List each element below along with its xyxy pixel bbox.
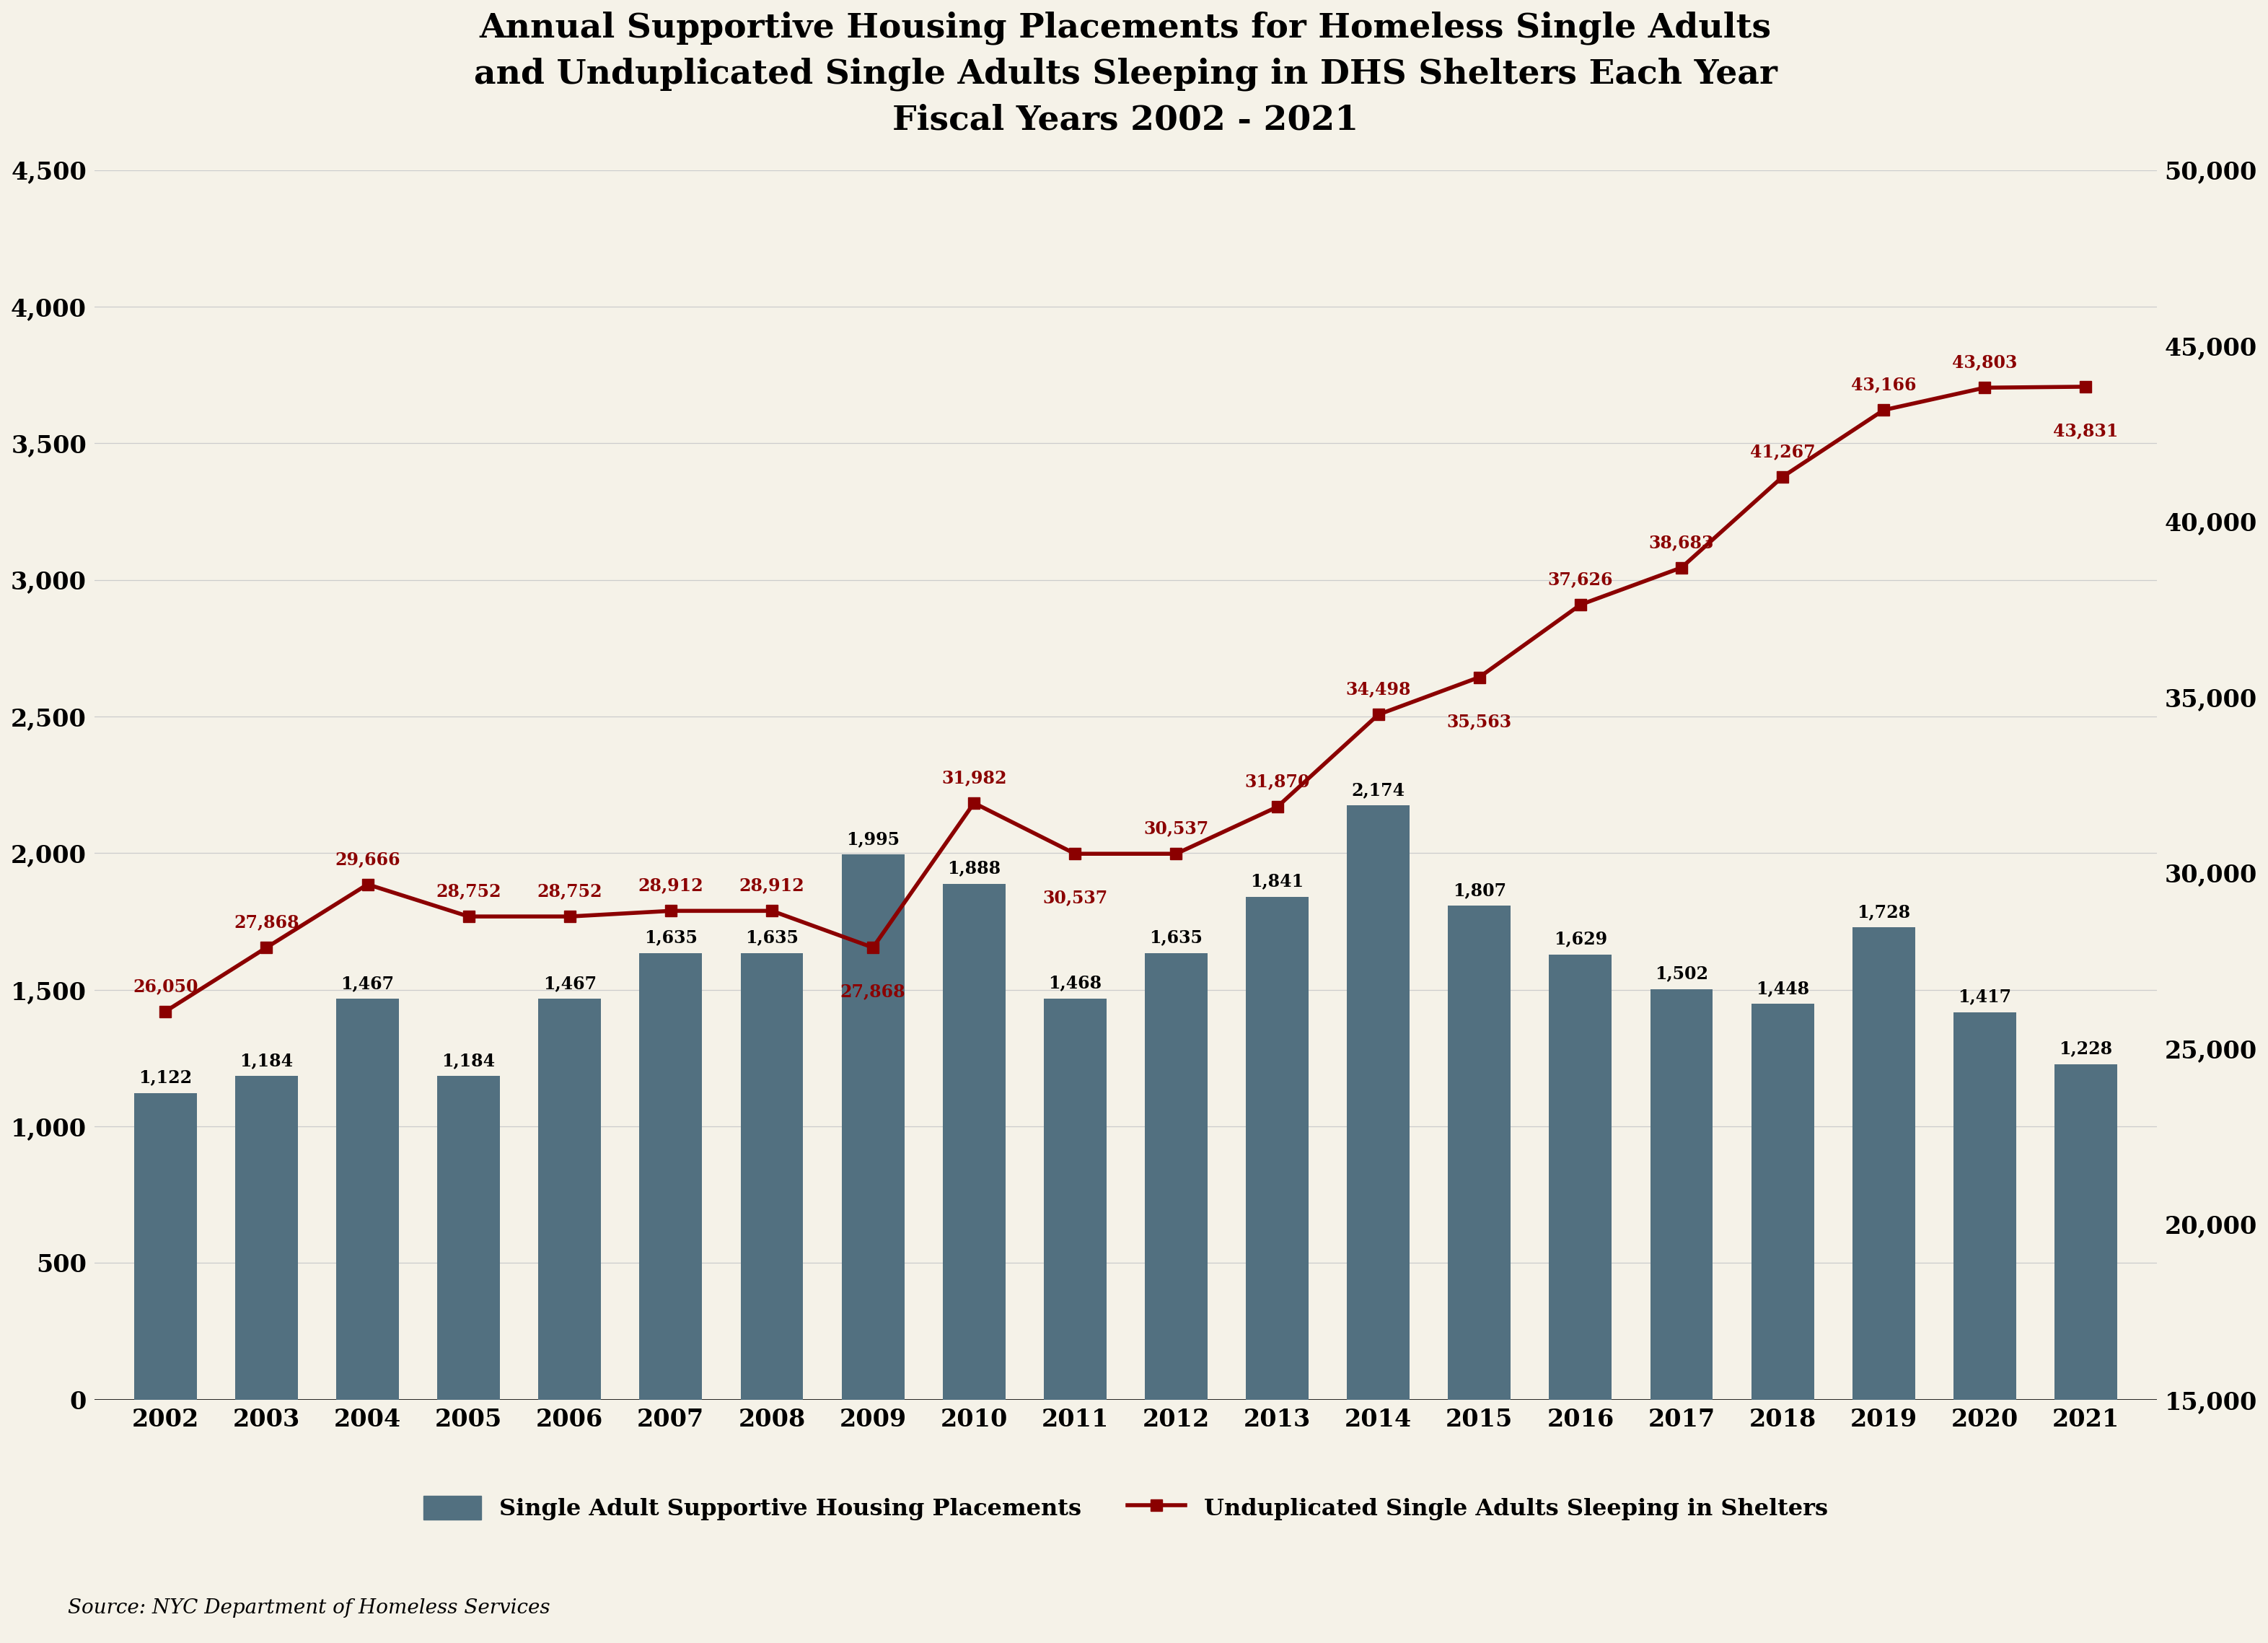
Legend: Single Adult Supportive Housing Placements, Unduplicated Single Adults Sleeping : Single Adult Supportive Housing Placemen…	[415, 1487, 1837, 1530]
Text: 27,868: 27,868	[839, 983, 905, 1001]
Text: 1,888: 1,888	[948, 859, 1000, 877]
Bar	[1043, 999, 1107, 1400]
Title: Annual Supportive Housing Placements for Homeless Single Adults
and Unduplicated: Annual Supportive Housing Placements for…	[474, 12, 1778, 136]
Bar	[1953, 1012, 2016, 1400]
Bar	[438, 1076, 499, 1400]
Text: 1,448: 1,448	[1755, 979, 1810, 997]
Text: 1,468: 1,468	[1048, 974, 1102, 992]
Bar	[538, 999, 601, 1400]
Text: 1,728: 1,728	[1857, 904, 1910, 920]
Text: 35,563: 35,563	[1447, 713, 1513, 729]
Bar	[1549, 955, 1613, 1400]
Text: 28,912: 28,912	[637, 877, 703, 894]
Text: 28,752: 28,752	[538, 882, 603, 900]
Text: 27,868: 27,868	[234, 914, 299, 932]
Bar	[1651, 989, 1712, 1400]
Text: 1,635: 1,635	[746, 928, 798, 946]
Text: 28,752: 28,752	[435, 882, 501, 900]
Text: 31,982: 31,982	[941, 769, 1007, 787]
Text: Source: NYC Department of Homeless Services: Source: NYC Department of Homeless Servi…	[68, 1599, 551, 1618]
Text: 31,870: 31,870	[1245, 774, 1311, 790]
Text: 43,803: 43,803	[1953, 353, 2016, 371]
Bar	[1751, 1004, 1814, 1400]
Bar	[943, 884, 1005, 1400]
Bar	[236, 1076, 297, 1400]
Text: 26,050: 26,050	[134, 978, 197, 996]
Text: 1,629: 1,629	[1554, 930, 1608, 948]
Text: 1,467: 1,467	[542, 974, 596, 992]
Text: 34,498: 34,498	[1345, 680, 1411, 698]
Text: 2,174: 2,174	[1352, 782, 1406, 798]
Text: 30,537: 30,537	[1143, 820, 1209, 838]
Bar	[1447, 905, 1510, 1400]
Text: 1,467: 1,467	[340, 974, 395, 992]
Text: 41,267: 41,267	[1751, 444, 1814, 460]
Bar	[134, 1093, 197, 1400]
Text: 1,502: 1,502	[1656, 964, 1708, 983]
Text: 30,537: 30,537	[1043, 889, 1107, 907]
Text: 1,184: 1,184	[442, 1052, 494, 1070]
Text: 28,912: 28,912	[739, 877, 805, 894]
Bar	[1347, 805, 1411, 1400]
Bar	[640, 953, 703, 1400]
Text: 1,635: 1,635	[1150, 928, 1202, 946]
Text: 1,228: 1,228	[2059, 1040, 2112, 1056]
Text: 29,666: 29,666	[336, 851, 399, 868]
Text: 1,841: 1,841	[1250, 872, 1304, 891]
Bar	[742, 953, 803, 1400]
Text: 43,166: 43,166	[1851, 376, 1916, 394]
Bar	[1145, 953, 1207, 1400]
Bar	[841, 854, 905, 1400]
Bar	[336, 999, 399, 1400]
Text: 1,807: 1,807	[1452, 882, 1506, 899]
Text: 38,683: 38,683	[1649, 534, 1715, 550]
Text: 1,184: 1,184	[240, 1052, 293, 1070]
Text: 1,635: 1,635	[644, 928, 699, 946]
Text: 1,122: 1,122	[138, 1070, 193, 1086]
Text: 37,626: 37,626	[1547, 572, 1613, 588]
Text: 1,417: 1,417	[1957, 989, 2012, 1006]
Bar	[2055, 1065, 2116, 1400]
Bar	[1245, 897, 1309, 1400]
Text: 1,995: 1,995	[846, 830, 900, 848]
Text: 43,831: 43,831	[2053, 422, 2118, 440]
Bar	[1853, 927, 1914, 1400]
